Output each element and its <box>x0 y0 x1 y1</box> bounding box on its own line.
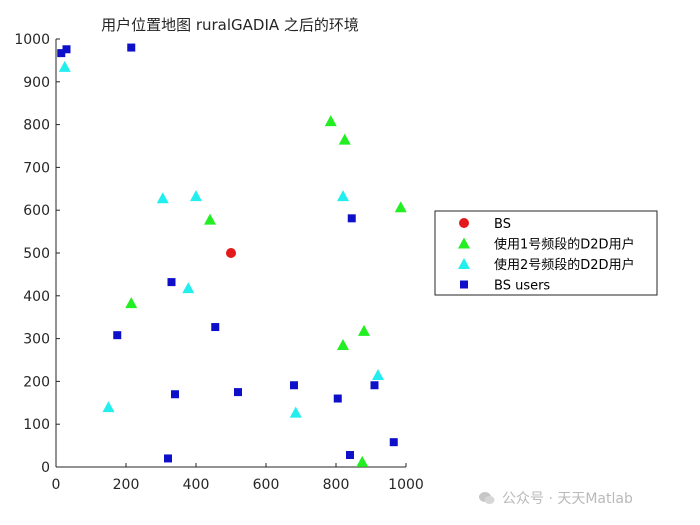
legend-box <box>434 210 658 296</box>
data-point-square <box>347 214 356 223</box>
data-markers <box>57 43 407 467</box>
chart-title: 用户位置地图 ruralGADIA 之后的环境 <box>101 16 359 34</box>
x-tick-label: 200 <box>113 477 140 493</box>
y-tick-label: 1000 <box>14 32 50 48</box>
x-tick-label: 400 <box>183 477 210 493</box>
y-tick-label: 500 <box>23 246 50 262</box>
y-tick-label: 900 <box>23 75 50 91</box>
y-tick-label: 400 <box>23 289 50 305</box>
data-point-triangle <box>394 201 407 213</box>
wechat-icon <box>478 489 496 507</box>
y-axis: 0 100 200 300 400 500 600 700 800 900 1000 <box>14 32 60 476</box>
legend-label: 使用2号频段的D2D用户 <box>494 257 635 273</box>
data-point-square <box>113 331 122 340</box>
x-tick-label: 1000 <box>388 477 424 493</box>
data-point-square <box>290 381 298 390</box>
watermark: 公众号 · 天天Matlab <box>478 486 688 510</box>
legend-marker-circle <box>459 218 469 228</box>
data-point-triangle <box>156 192 169 204</box>
data-point-triangle <box>324 115 337 127</box>
data-point-triangle <box>337 339 349 351</box>
data-point-square <box>167 278 176 287</box>
y-tick-label: 200 <box>23 374 50 390</box>
data-point-triangle <box>356 455 369 467</box>
data-point-triangle <box>182 282 195 294</box>
x-tick-label: 600 <box>253 477 280 493</box>
legend-marker-square <box>460 280 468 289</box>
x-tick-label: 0 <box>52 477 61 493</box>
data-point-triangle <box>358 324 370 336</box>
data-point-square <box>370 381 379 390</box>
data-point-triangle <box>102 401 115 413</box>
watermark-text: 公众号 · 天天Matlab <box>502 491 633 507</box>
legend-label: BS users <box>494 279 550 294</box>
data-point-square <box>171 390 179 399</box>
data-point-square <box>127 43 136 52</box>
y-tick-label: 100 <box>23 417 50 433</box>
data-point-triangle <box>190 190 202 202</box>
y-tick-label: 0 <box>41 460 50 476</box>
data-point-triangle <box>338 133 351 145</box>
legend-marker-triangle <box>458 237 470 249</box>
data-point-square <box>234 388 242 397</box>
y-tick-label: 800 <box>23 118 50 134</box>
data-point-square <box>62 45 71 54</box>
data-point-square <box>57 49 66 58</box>
y-tick-label: 300 <box>23 332 50 348</box>
x-tick-label: 800 <box>323 477 350 493</box>
data-point-square <box>389 438 398 447</box>
data-point-square <box>211 323 220 332</box>
data-point-triangle <box>337 190 349 202</box>
data-point-triangle <box>58 60 71 72</box>
data-point-square <box>333 394 342 403</box>
legend-label: 使用1号频段的D2D用户 <box>494 237 635 253</box>
data-point-triangle <box>372 368 384 380</box>
legend-marker-triangle <box>458 258 470 269</box>
data-point-square <box>346 451 354 460</box>
data-point-triangle <box>204 213 216 225</box>
data-point-circle <box>226 248 236 258</box>
data-point-triangle <box>125 297 138 309</box>
legend-label: BS <box>494 217 511 232</box>
data-point-triangle <box>289 406 302 418</box>
y-tick-label: 700 <box>23 160 50 176</box>
data-point-square <box>164 454 172 463</box>
y-tick-label: 600 <box>23 203 50 219</box>
x-axis: 0 200 400 600 800 1000 <box>52 463 424 493</box>
